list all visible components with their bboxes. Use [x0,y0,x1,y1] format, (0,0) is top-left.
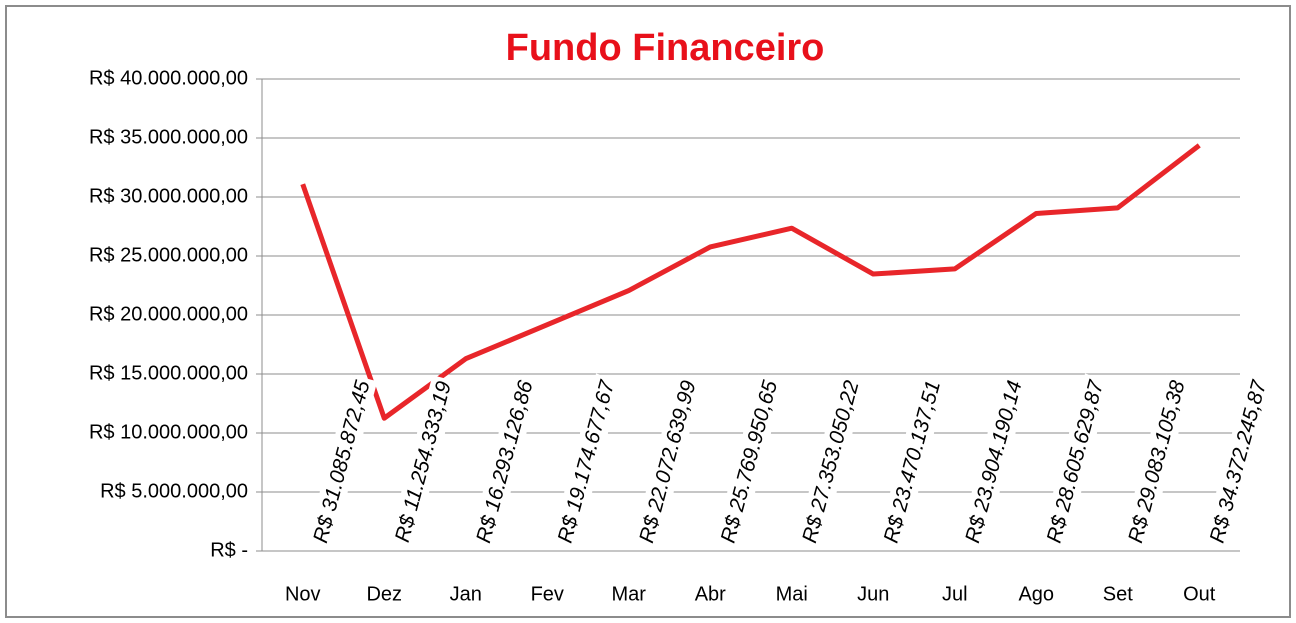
y-tick-label: R$ 5.000.000,00 [100,480,248,502]
y-tick-label: R$ 15.000.000,00 [89,362,248,384]
x-tick-label: Jul [942,583,968,605]
chart-title: Fundo Financeiro [506,27,825,69]
x-tick-label: Mai [776,583,808,605]
data-label-bg [632,374,704,549]
data-label-bg [876,374,948,549]
y-tick-label: R$ 10.000.000,00 [89,421,248,443]
y-tick-label: R$ 20.000.000,00 [89,303,248,325]
data-label-bg [958,374,1030,549]
x-tick-label: Ago [1018,583,1054,605]
y-tick-label: R$ 35.000.000,00 [89,126,248,148]
y-tick-label: R$ 30.000.000,00 [89,185,248,207]
y-tick-label: R$ - [210,539,248,561]
data-label-bg [795,374,867,549]
data-label-bg [306,374,378,549]
x-tick-label: Abr [695,583,726,605]
data-label-bg [550,373,623,549]
y-tick-label: R$ 25.000.000,00 [89,244,248,266]
x-tick-label: Mar [612,583,647,605]
x-tick-label: Jan [450,583,482,605]
data-label-bg [1202,373,1275,549]
x-tick-label: Dez [366,583,402,605]
x-tick-label: Jun [857,583,889,605]
data-label-bg [1039,373,1112,549]
data-label-bg [713,374,785,549]
x-tick-label: Out [1183,583,1216,605]
data-label-bg [469,374,541,549]
x-tick-label: Nov [285,583,321,605]
x-tick-label: Fev [531,583,564,605]
line-series [300,143,1201,421]
y-tick-label: R$ 40.000.000,00 [89,67,248,89]
x-tick-label: Set [1103,583,1133,605]
data-label-bg [1121,374,1193,549]
data-label-bg [388,375,459,549]
